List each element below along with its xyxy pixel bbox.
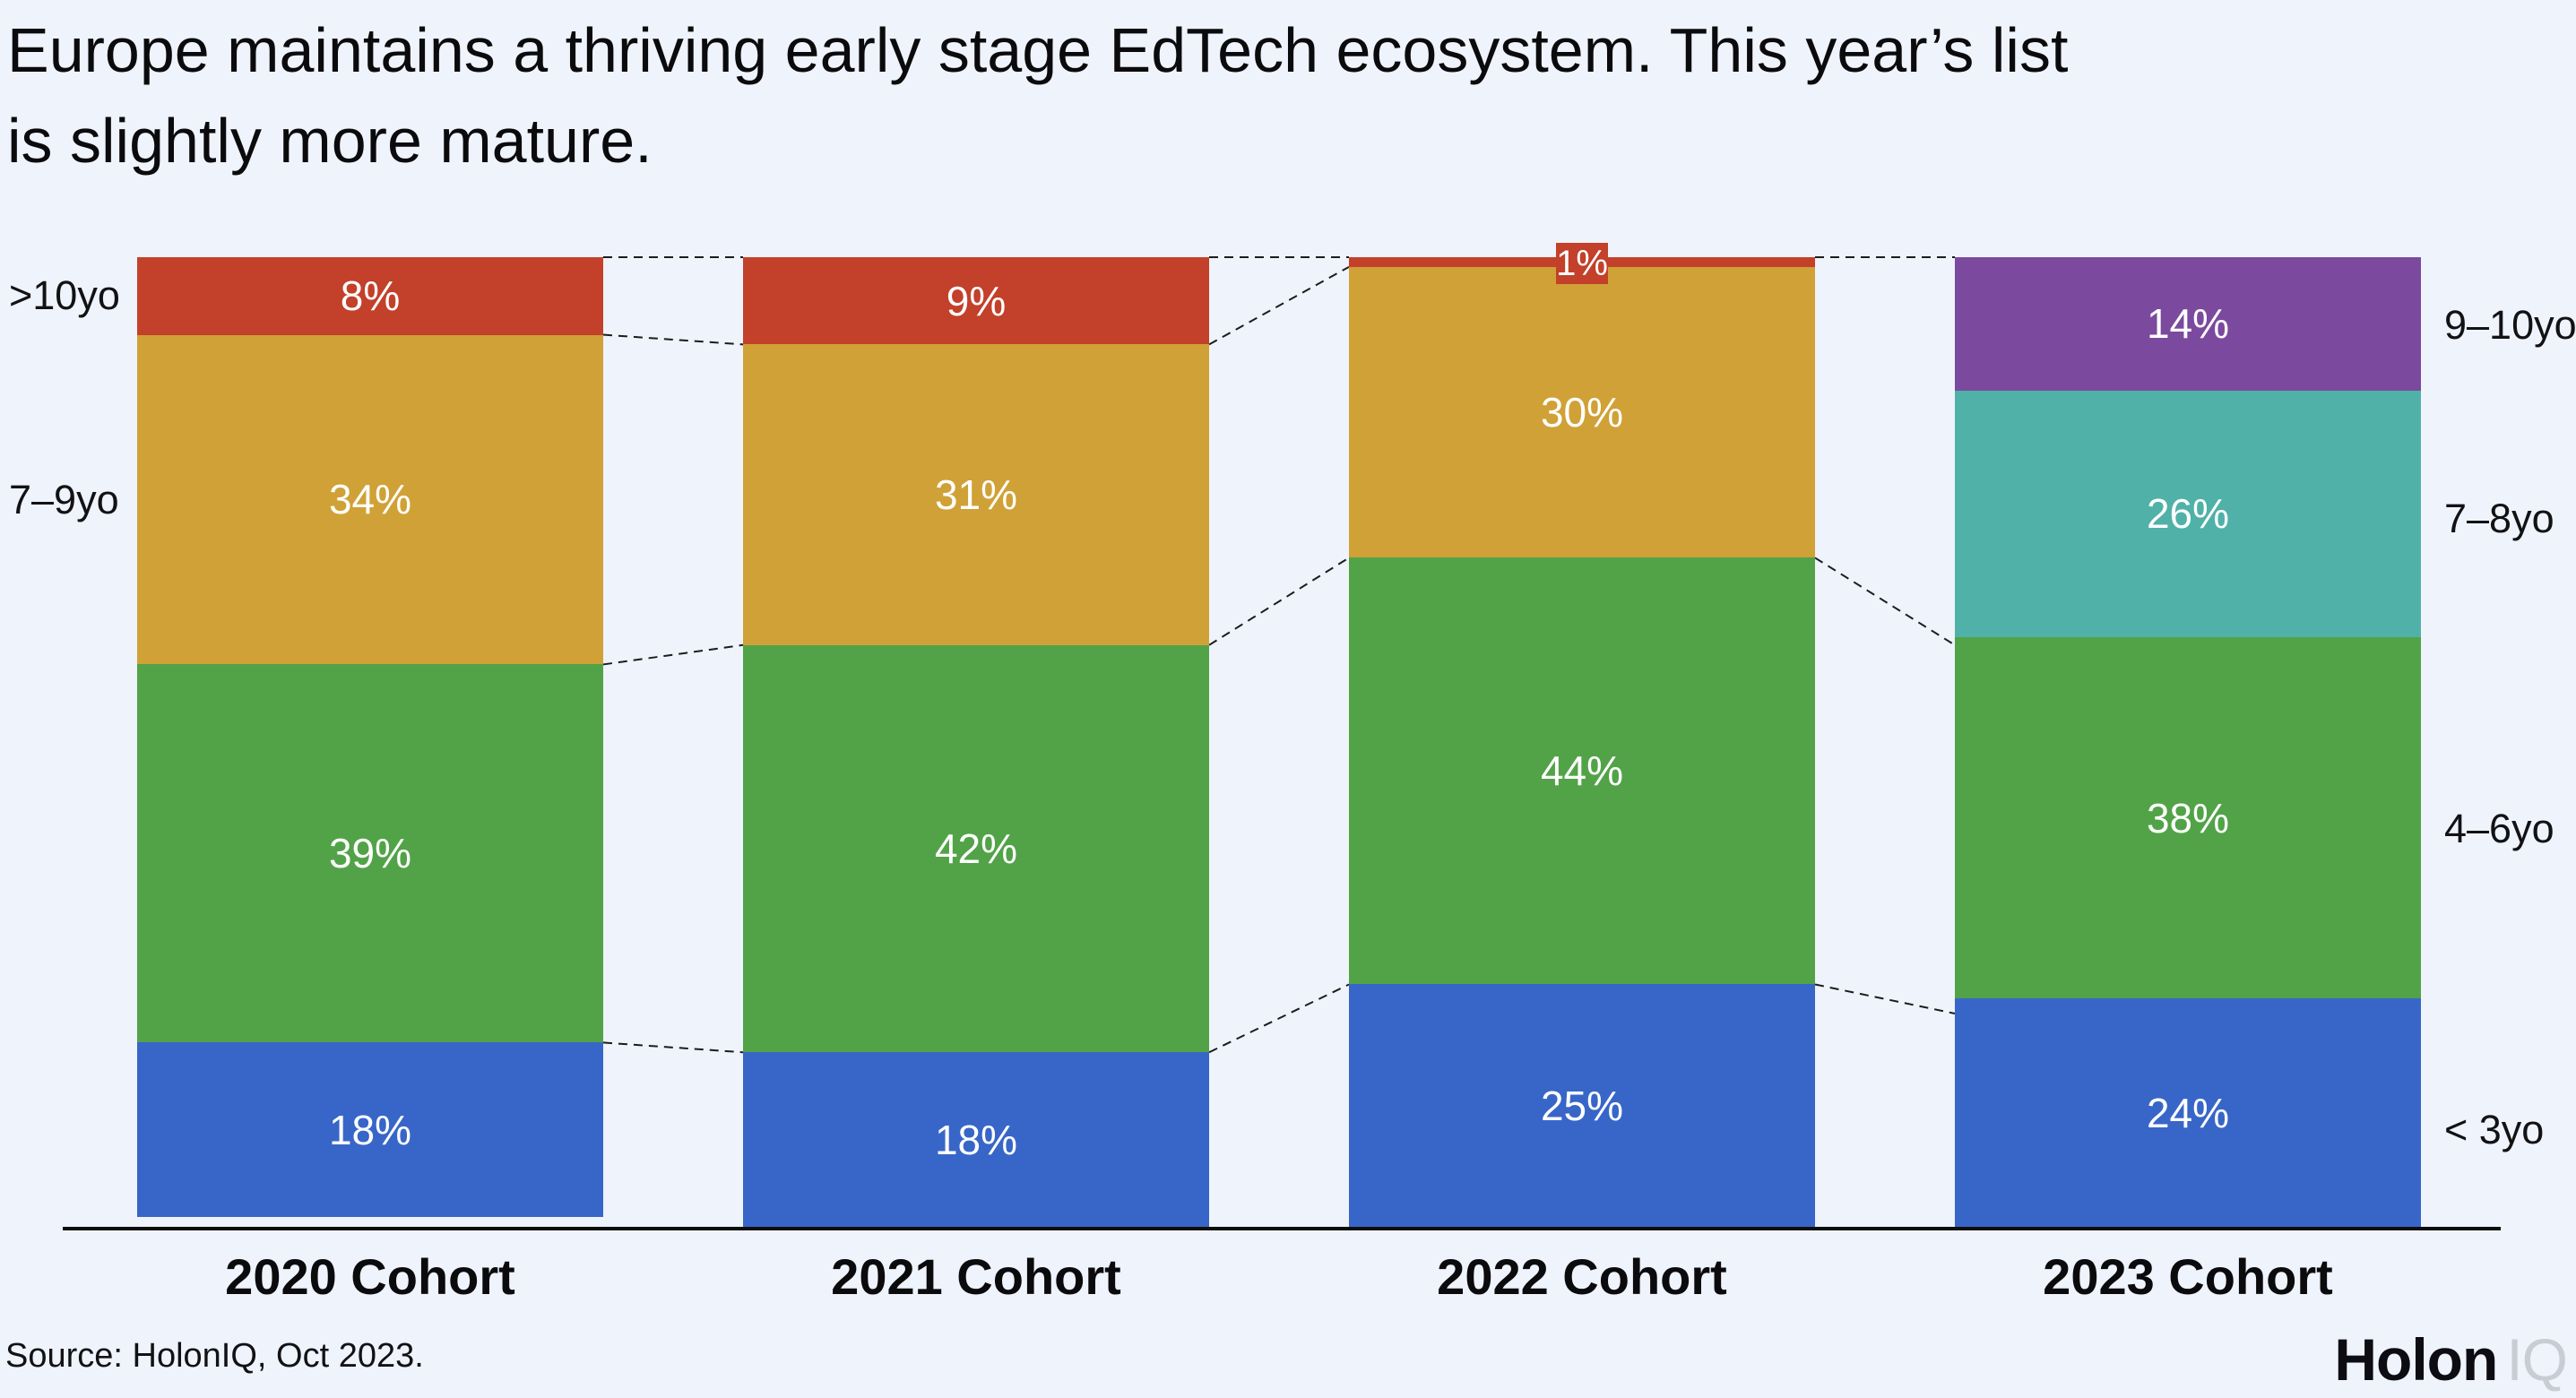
holoniq-logo: Holon IQ: [2334, 1330, 2568, 1389]
left-axis-label: 7–9yo: [9, 476, 119, 522]
x-axis-category-label: 2021 Cohort: [831, 1248, 1121, 1305]
x-axis-category-label: 2022 Cohort: [1437, 1248, 1727, 1305]
segment-910yo-14pct: 14%: [1955, 257, 2421, 391]
segment-46yo-39pct: 39%: [137, 664, 603, 1043]
connector-line: [1814, 557, 1956, 646]
source-text: Source: HolonIQ, Oct 2023.: [5, 1337, 424, 1375]
right-axis-label: 4–6yo: [2444, 806, 2554, 852]
segment-3yo-18pct: 18%: [137, 1042, 603, 1218]
bar-2023-cohort: 14% 26% 38% 24%: [1955, 257, 2421, 1227]
bar-2020-cohort: 8% 34% 39% 18%: [137, 257, 603, 1227]
connector-line: [602, 1041, 744, 1054]
segment-value-label: 30%: [1540, 389, 1624, 436]
logo-text-holon: Holon: [2334, 1326, 2498, 1393]
segment-value-label: 31%: [934, 471, 1018, 519]
bar-2022-cohort: 1% 30% 44% 25%: [1349, 243, 1815, 1227]
segment-10yo-9pct: 9%: [743, 257, 1209, 345]
connector-line: [1208, 983, 1350, 1054]
segment-3yo-25pct: 25%: [1349, 984, 1815, 1227]
segment-value-label: 44%: [1540, 747, 1624, 795]
segment-79yo-34pct: 34%: [137, 334, 603, 665]
right-axis-label: < 3yo: [2444, 1106, 2545, 1152]
x-axis-category-label: 2023 Cohort: [2043, 1248, 2333, 1305]
right-axis-label: 9–10yo: [2444, 301, 2576, 348]
connector-line: [1208, 265, 1350, 346]
segment-value-label: 18%: [934, 1116, 1018, 1163]
connector-line: [602, 333, 744, 346]
segment-79yo-31pct: 31%: [743, 344, 1209, 645]
chart-title-line-2: is slightly more mature.: [7, 105, 653, 176]
connector-line: [602, 643, 744, 666]
segment-value-label: 14%: [2146, 300, 2230, 348]
segment-46yo-42pct: 42%: [743, 644, 1209, 1053]
segment-78yo-26pct: 26%: [1955, 390, 2421, 638]
segment-value-label: 8%: [340, 272, 401, 320]
bar-2021-cohort: 9% 31% 42% 18%: [743, 257, 1209, 1227]
x-axis-line: [63, 1227, 2501, 1230]
chart-title: Europe maintains a thriving early stage …: [7, 5, 2553, 186]
segment-value-label: 9%: [946, 277, 1007, 324]
segment-value-label: 34%: [328, 476, 412, 523]
segment-value-label: 25%: [1540, 1082, 1624, 1129]
left-axis-label: >10yo: [9, 272, 120, 319]
segment-value-label: 18%: [328, 1106, 412, 1153]
x-axis-category-label: 2020 Cohort: [225, 1248, 515, 1305]
segment-value-label: 38%: [2146, 794, 2230, 841]
logo-text-iq: IQ: [2506, 1326, 2568, 1393]
segment-value-label: 42%: [934, 825, 1018, 872]
segment-value-label: 39%: [328, 830, 412, 877]
chart-title-line-1: Europe maintains a thriving early stage …: [7, 15, 2069, 85]
segment-10yo-8pct: 8%: [137, 257, 603, 335]
callout-value-label: 1%: [1556, 243, 1608, 284]
segment-value-label: 24%: [2146, 1089, 2230, 1136]
right-axis-label: 7–8yo: [2444, 496, 2554, 542]
segment-46yo-44pct: 44%: [1349, 557, 1815, 985]
connector-line: [1208, 557, 1350, 646]
segment-value-label: 26%: [2146, 490, 2230, 538]
segment-3yo-18pct: 18%: [743, 1052, 1209, 1227]
segment-79yo-30pct: 30%: [1349, 266, 1815, 558]
segment-3yo-24pct: 24%: [1955, 998, 2421, 1227]
segment-46yo-38pct: 38%: [1955, 637, 2421, 999]
connector-line: [1814, 983, 1956, 1014]
